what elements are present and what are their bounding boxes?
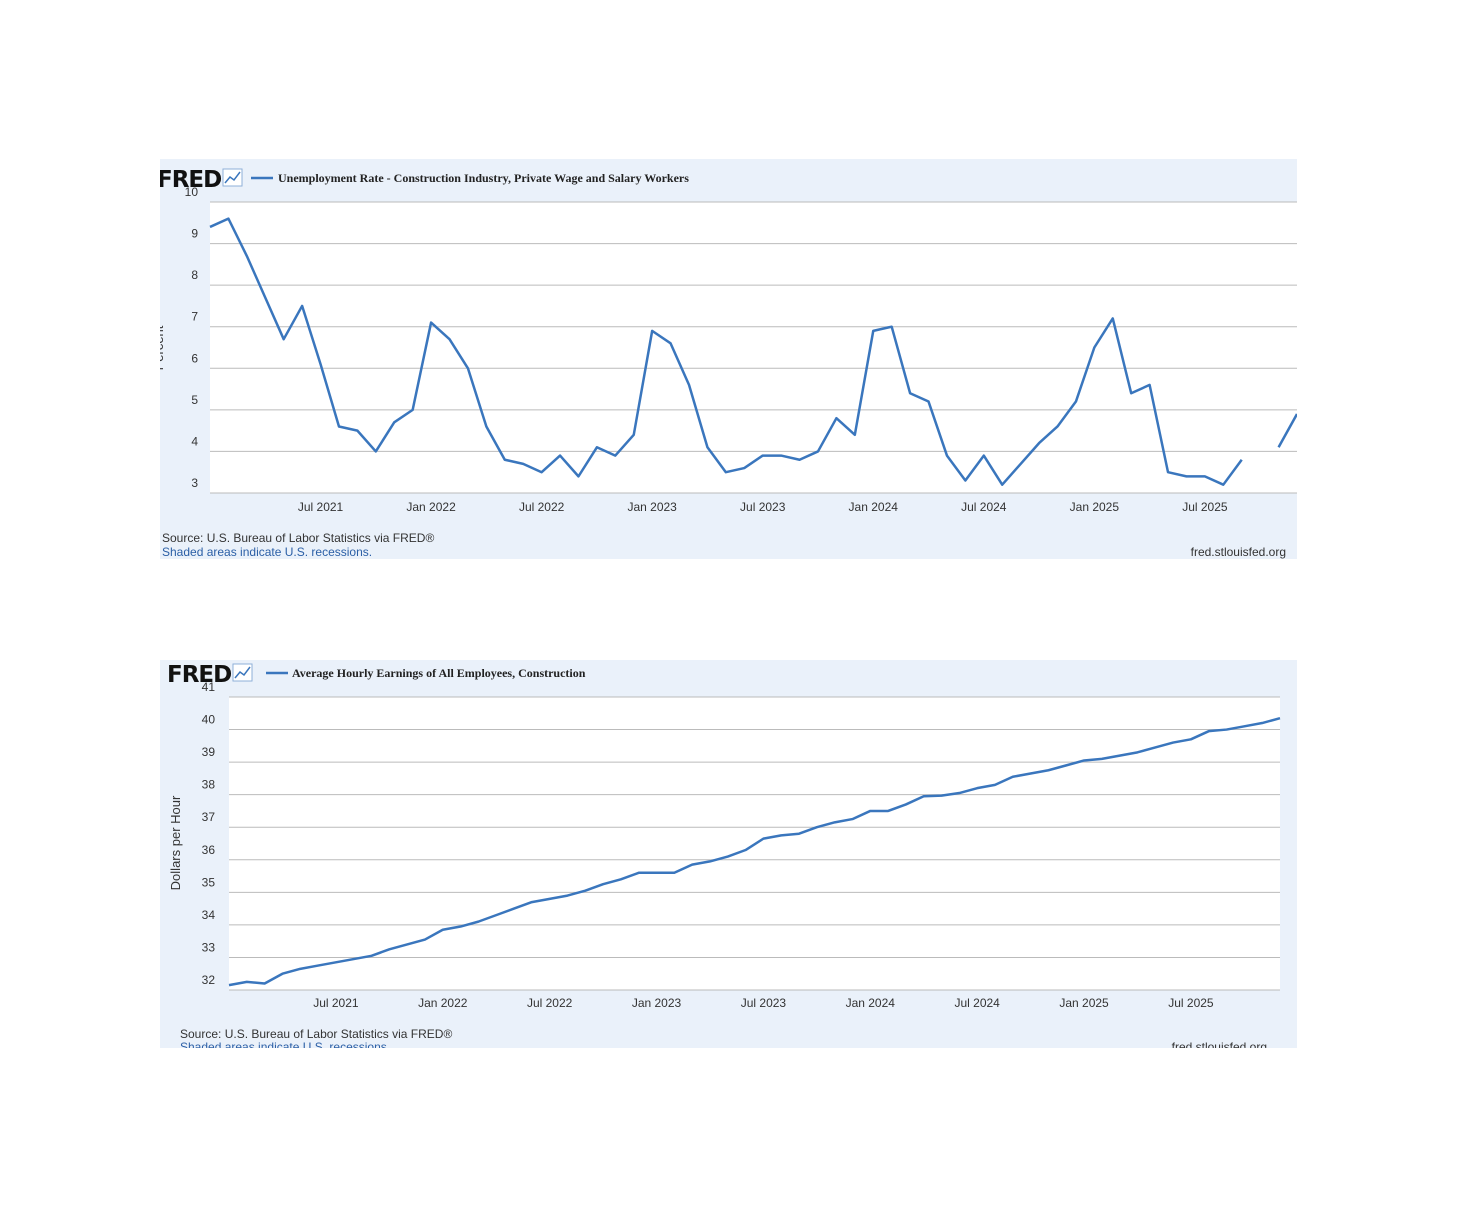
x-tick-label: Jul 2024 bbox=[961, 500, 1007, 514]
x-tick-label: Jan 2023 bbox=[632, 996, 682, 1010]
logo: FRED bbox=[157, 167, 221, 193]
credit: fred.stlouisfed.org bbox=[1172, 1040, 1267, 1054]
logo: FRED bbox=[167, 662, 231, 688]
legend-label: Unemployment Rate - Construction Industr… bbox=[278, 171, 689, 185]
legend-label: Average Hourly Earnings of All Employees… bbox=[292, 666, 586, 680]
y-tick-label: 6 bbox=[191, 351, 198, 365]
x-tick-label: Jan 2025 bbox=[1059, 996, 1109, 1010]
x-tick-label: Jan 2024 bbox=[846, 996, 896, 1010]
x-tick-label: Jan 2023 bbox=[627, 500, 677, 514]
x-tick-label: Jul 2021 bbox=[313, 996, 359, 1010]
y-tick-label: 10 bbox=[185, 185, 199, 199]
y-tick-label: 33 bbox=[202, 940, 216, 954]
y-tick-label: 9 bbox=[191, 227, 198, 241]
y-tick-label: 8 bbox=[191, 268, 198, 282]
x-tick-label: Jul 2022 bbox=[527, 996, 573, 1010]
logo-icon bbox=[232, 663, 253, 682]
x-tick-label: Jul 2024 bbox=[954, 996, 1000, 1010]
data-line bbox=[228, 716, 1281, 987]
y-axis-label: Percent bbox=[151, 325, 166, 370]
credit: fred.stlouisfed.org bbox=[1191, 545, 1286, 559]
y-tick-label: 32 bbox=[202, 973, 216, 987]
y-tick-label: 34 bbox=[202, 908, 216, 922]
x-tick-label: Jan 2025 bbox=[1070, 500, 1120, 514]
y-tick-label: 37 bbox=[202, 810, 216, 824]
y-tick-label: 41 bbox=[202, 680, 216, 694]
y-tick-label: 7 bbox=[191, 310, 198, 324]
y-tick-label: 35 bbox=[202, 875, 216, 889]
x-tick-label: Jul 2023 bbox=[740, 500, 786, 514]
x-tick-label: Jul 2022 bbox=[519, 500, 565, 514]
y-tick-label: 36 bbox=[202, 843, 216, 857]
chart-panel: 3 4 5 6 7 8 9 10 Jul 2021 Jan 2022 Jul 2022 Jan 202… bbox=[151, 159, 1297, 559]
x-tick-label: Jul 2023 bbox=[741, 996, 787, 1010]
y-tick-label: 4 bbox=[191, 434, 198, 448]
x-tick-label: Jan 2024 bbox=[849, 500, 899, 514]
x-tick-label: Jul 2025 bbox=[1182, 500, 1228, 514]
chart-panel: 32 33 34 35 36 37 38 39 40 41 Jul 2021 Jan 2022 Jul … bbox=[160, 660, 1297, 1054]
x-tick-label: Jul 2025 bbox=[1168, 996, 1214, 1010]
x-tick-label: Jan 2022 bbox=[406, 500, 456, 514]
source: Source: U.S. Bureau of Labor Statistics … bbox=[180, 1027, 452, 1041]
x-tick-label: Jul 2021 bbox=[298, 500, 344, 514]
source: Source: U.S. Bureau of Labor Statistics … bbox=[162, 531, 434, 545]
y-tick-label: 38 bbox=[202, 778, 216, 792]
x-tick-label: Jan 2022 bbox=[418, 996, 468, 1010]
logo-icon-line bbox=[224, 171, 241, 184]
logo-icon bbox=[222, 168, 243, 187]
y-tick-label: 5 bbox=[191, 393, 198, 407]
recession-note: Shaded areas indicate U.S. recessions. bbox=[162, 545, 372, 559]
y-axis-label: Dollars per Hour bbox=[168, 795, 183, 890]
y-tick-label: 3 bbox=[191, 476, 198, 490]
recession-note: Shaded areas indicate U.S. recessions. bbox=[180, 1040, 390, 1054]
plot-area bbox=[210, 202, 1297, 493]
y-tick-label: 40 bbox=[202, 713, 216, 727]
logo-icon-line bbox=[234, 666, 251, 679]
data-line bbox=[209, 217, 1297, 486]
y-tick-label: 39 bbox=[202, 745, 216, 759]
